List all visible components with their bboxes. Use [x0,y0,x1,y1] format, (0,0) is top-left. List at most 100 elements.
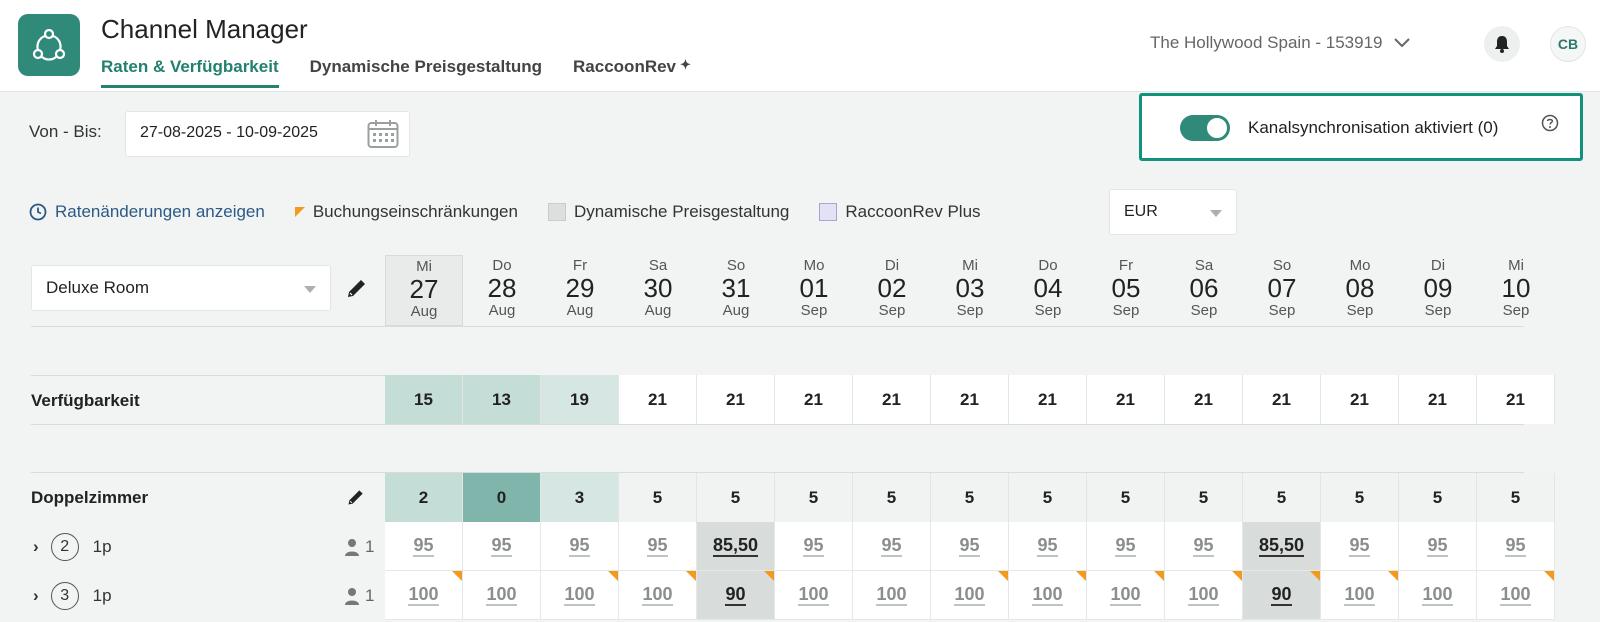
roomtype-availability-cell[interactable]: 5 [1009,473,1087,522]
room-select-value: Deluxe Room [46,278,149,297]
roomtype-availability-cell[interactable]: 3 [541,473,619,522]
rate-cell[interactable]: 95 [1477,522,1555,571]
month-label: Aug [488,302,516,319]
currency-select[interactable]: EUR [1109,189,1237,235]
tab-dynamische-preisgestaltung[interactable]: Dynamische Preisgestaltung [310,57,542,88]
rate-value: 100 [954,584,985,606]
edit-pencil-icon[interactable] [346,487,366,507]
availability-cell[interactable]: 21 [1321,375,1399,424]
expand-chevron-icon[interactable]: › [33,537,39,556]
rate-cell[interactable]: 95 [1009,522,1087,571]
rate-cell[interactable]: 95 [1087,522,1165,571]
month-label: Sep [1424,302,1452,319]
availability-cell[interactable]: 21 [1477,375,1555,424]
day-number: 30 [643,273,673,303]
roomtype-availability-cell[interactable]: 5 [1321,473,1399,522]
availability-cell[interactable]: 21 [1009,375,1087,424]
availability-cell[interactable]: 21 [1165,375,1243,424]
rate-cell[interactable]: 95 [931,522,1009,571]
show-rate-changes-link[interactable]: Ratenänderungen anzeigen [29,202,265,222]
restriction-marker-icon [608,571,618,581]
rate-value: 85,50 [1258,535,1305,557]
property-name: The Hollywood Spain - 153919 [1150,33,1383,52]
rate-cell[interactable]: 95 [385,522,463,571]
edit-pencil-icon[interactable] [345,276,369,300]
app-logo-icon[interactable] [18,14,80,76]
weekday-label: Sa [648,257,668,274]
availability-cell[interactable]: 21 [853,375,931,424]
availability-cell[interactable]: 21 [1243,375,1321,424]
room-select[interactable]: Deluxe Room [31,265,331,311]
rate-cell[interactable]: 90 [1243,571,1321,620]
availability-cell[interactable]: 21 [1399,375,1477,424]
rate-cell[interactable]: 100 [1477,571,1555,620]
rate-cell[interactable]: 85,50 [697,522,775,571]
rate-cell[interactable]: 85,50 [1243,522,1321,571]
day-number: 29 [565,273,595,303]
weekday-label: Fr [1118,257,1134,274]
roomtype-availability-cell[interactable]: 5 [1087,473,1165,522]
rate-cell[interactable]: 95 [619,522,697,571]
roomtype-availability-cell[interactable]: 5 [1165,473,1243,522]
help-icon[interactable] [1541,114,1559,132]
avatar[interactable]: CB [1550,26,1586,62]
rate-cell[interactable]: 95 [1321,522,1399,571]
channel-sync-toggle[interactable] [1180,115,1230,141]
tab-label: Raten & Verfügbarkeit [101,57,279,76]
restriction-marker-icon [764,571,774,581]
rate-cell[interactable]: 95 [775,522,853,571]
calendar-icon[interactable] [367,119,399,149]
notifications-bell-icon[interactable] [1484,26,1520,62]
rate-cell[interactable]: 100 [931,571,1009,620]
rate-cell[interactable]: 100 [385,571,463,620]
tab-raten-verfuegbarkeit[interactable]: Raten & Verfügbarkeit [101,57,279,88]
rate-cell[interactable]: 100 [1087,571,1165,620]
rate-cell[interactable]: 100 [1321,571,1399,620]
rate-cell[interactable]: 95 [853,522,931,571]
availability-cell[interactable]: 21 [775,375,853,424]
availability-cell[interactable]: 21 [1087,375,1165,424]
rate-cell[interactable]: 95 [541,522,619,571]
rate-cell[interactable]: 100 [619,571,697,620]
rate-cell[interactable]: 100 [541,571,619,620]
month-label: Sep [878,302,906,319]
rate-cell[interactable]: 100 [853,571,931,620]
roomtype-availability-cell[interactable]: 5 [697,473,775,522]
day-header: Do 04 Sep [1009,255,1087,326]
rate-cell[interactable]: 95 [463,522,541,571]
rate-cell[interactable]: 100 [1165,571,1243,620]
month-label: Aug [644,302,672,319]
roomtype-availability-cell[interactable]: 5 [1477,473,1555,522]
roomtype-availability-cell[interactable]: 5 [931,473,1009,522]
roomtype-availability-cell[interactable]: 5 [775,473,853,522]
rate-value: 100 [642,584,673,606]
roomtype-availability-cell[interactable]: 5 [1399,473,1477,522]
rate-cell[interactable]: 100 [775,571,853,620]
date-range-input[interactable]: 27-08-2025 - 10-09-2025 [125,111,410,157]
rate-cell[interactable]: 100 [463,571,541,620]
expand-chevron-icon[interactable]: › [33,586,39,605]
availability-cell[interactable]: 19 [541,375,619,424]
availability-cell[interactable]: 21 [697,375,775,424]
rate-cell[interactable]: 100 [1399,571,1477,620]
legend-booking-restrictions: Buchungseinschränkungen [294,202,518,222]
availability-cell[interactable]: 21 [931,375,1009,424]
rate-cell[interactable]: 95 [1399,522,1477,571]
availability-cell[interactable]: 15 [385,375,463,424]
availability-cell[interactable]: 21 [619,375,697,424]
main-tabs: Raten & Verfügbarkeit Dynamische Preisge… [101,57,722,88]
roomtype-availability-cell[interactable]: 5 [619,473,697,522]
day-number: 10 [1501,273,1531,303]
availability-cell[interactable]: 13 [463,375,541,424]
divider [31,326,1524,327]
tab-raccoonrev[interactable]: RaccoonRev ✦ [573,57,691,88]
roomtype-availability-cell[interactable]: 2 [385,473,463,522]
day-header: Di 09 Sep [1399,255,1477,326]
rate-cell[interactable]: 90 [697,571,775,620]
rate-cell[interactable]: 95 [1165,522,1243,571]
rate-cell[interactable]: 100 [1009,571,1087,620]
property-selector[interactable]: The Hollywood Spain - 153919 [1150,33,1411,53]
roomtype-availability-cell[interactable]: 0 [463,473,541,522]
roomtype-availability-cell[interactable]: 5 [853,473,931,522]
roomtype-availability-cell[interactable]: 5 [1243,473,1321,522]
